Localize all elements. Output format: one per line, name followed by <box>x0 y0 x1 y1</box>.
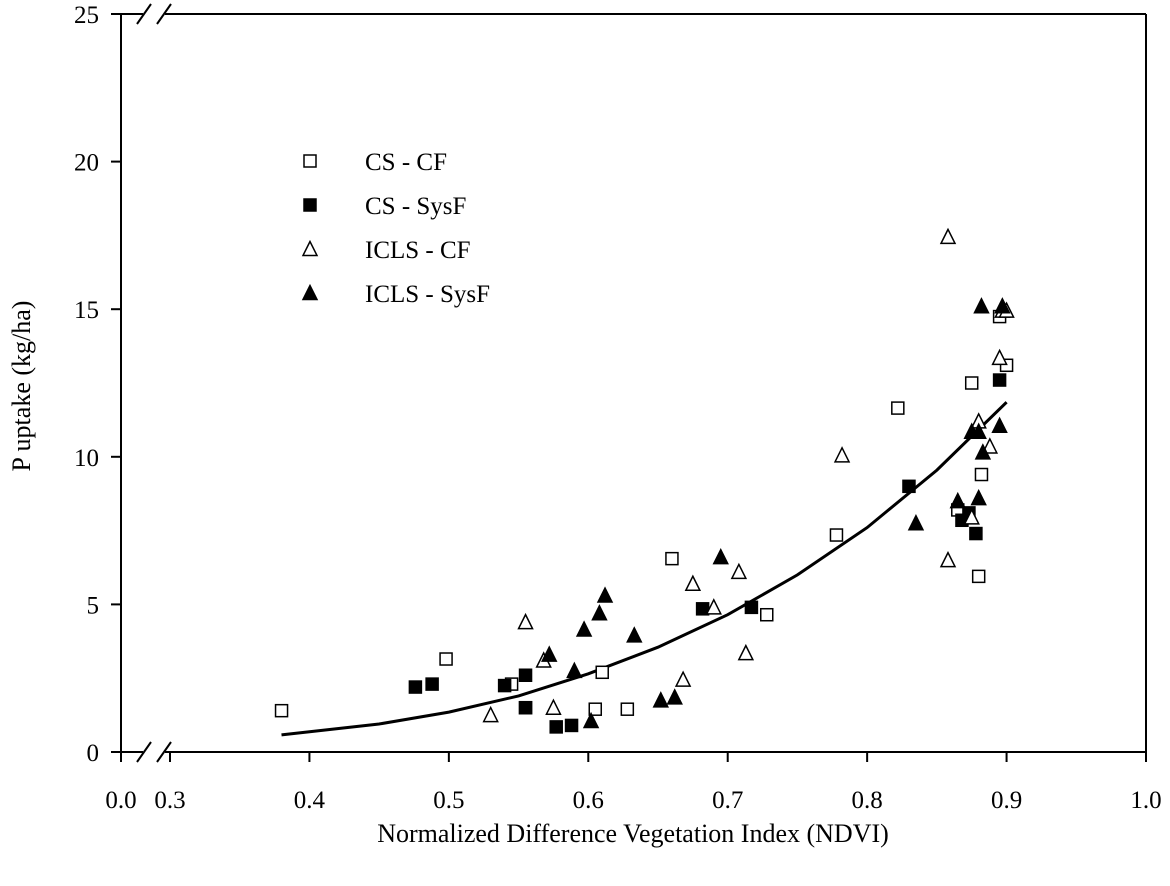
legend-label: ICLS - SysF <box>365 281 490 308</box>
legend-item: CS - SysF <box>303 193 466 220</box>
data-point <box>665 551 679 566</box>
legend-label: CS - CF <box>365 149 447 176</box>
top-axis-break <box>136 3 172 25</box>
x-tick-label: 0.4 <box>294 787 326 814</box>
data-point <box>620 702 635 716</box>
data-point <box>705 598 722 615</box>
y-tick-label: 10 <box>74 445 99 472</box>
data-point <box>963 508 980 525</box>
data-point <box>566 661 583 679</box>
x-tick-label: 0.0 <box>105 787 136 814</box>
x-tick-label: 1.0 <box>1130 787 1161 814</box>
axes: 0 5 10 15 20 25 0.0 0.3 0.4 0.5 0.6 0.7 0.8 0.9 1.0 <box>74 2 1162 814</box>
series-cs-cf <box>274 309 1014 718</box>
data-point <box>684 574 702 591</box>
legend-item: ICLS - CF <box>301 237 471 264</box>
x-tick-label: 0.6 <box>573 787 604 814</box>
data-points <box>274 227 1015 734</box>
data-point <box>992 373 1007 387</box>
legend: CS - CF CS - SysF ICLS - CF ICLS - SysF <box>301 149 490 308</box>
data-point <box>274 703 289 718</box>
data-point <box>575 620 593 637</box>
data-point <box>902 479 916 494</box>
series-cs-sysf <box>408 373 1007 734</box>
data-point <box>564 718 579 733</box>
x-tick-label: 0.8 <box>852 787 883 814</box>
data-point <box>439 652 453 666</box>
data-point <box>969 526 983 541</box>
x-axis-title: Normalized Difference Vegetation Index (… <box>377 819 889 848</box>
legend-marker <box>303 154 317 168</box>
y-axis-title: P uptake (kg/ha) <box>7 301 36 472</box>
data-point <box>582 711 600 729</box>
series-icls-sysf <box>541 297 1011 729</box>
legend-marker <box>301 239 319 257</box>
data-point <box>595 665 609 680</box>
data-point <box>712 547 729 565</box>
data-point <box>541 645 558 662</box>
data-point <box>829 528 844 542</box>
data-point <box>973 297 990 314</box>
data-point <box>891 401 905 415</box>
data-point <box>939 227 957 245</box>
y-tick-label: 0 <box>87 740 100 767</box>
data-point <box>730 562 748 580</box>
data-point <box>497 678 512 693</box>
data-point <box>971 569 986 584</box>
data-point <box>425 677 439 691</box>
data-point <box>666 688 683 705</box>
data-point <box>991 348 1008 366</box>
data-point <box>974 443 992 460</box>
data-point <box>545 698 562 715</box>
y-tick-label: 15 <box>74 297 99 324</box>
y-tick-label: 25 <box>74 2 99 29</box>
data-point <box>482 705 499 723</box>
data-point <box>939 550 957 568</box>
exponential-fit-line <box>281 401 1008 737</box>
data-point <box>970 488 987 506</box>
series-icls-cf <box>482 227 1015 723</box>
data-point <box>744 600 759 615</box>
data-point <box>964 376 979 390</box>
data-point <box>974 467 989 482</box>
data-point <box>737 643 755 661</box>
data-point <box>991 416 1008 434</box>
data-point <box>596 586 614 603</box>
legend-marker <box>301 283 319 301</box>
bottom-axis-break <box>136 741 172 763</box>
data-point <box>833 446 851 463</box>
data-point <box>518 668 533 682</box>
legend-label: ICLS - CF <box>365 237 471 264</box>
y-tick-label: 20 <box>74 150 99 177</box>
data-point <box>674 670 692 687</box>
x-tick-label: 0.3 <box>154 787 185 814</box>
legend-item: ICLS - SysF <box>301 281 490 308</box>
data-point <box>549 720 563 734</box>
x-tick-label: 0.9 <box>991 787 1022 814</box>
legend-label: CS - SysF <box>365 193 466 220</box>
data-point <box>588 702 603 716</box>
data-point <box>408 680 423 694</box>
data-point <box>652 691 670 708</box>
data-point <box>981 437 999 454</box>
data-point <box>949 491 966 509</box>
data-point <box>517 612 534 630</box>
fit-curve-layer <box>281 401 1008 737</box>
y-tick-label: 5 <box>87 592 100 619</box>
data-point <box>591 604 608 621</box>
legend-item: CS - CF <box>303 149 447 176</box>
x-tick-label: 0.5 <box>433 787 464 814</box>
legend-marker <box>303 198 317 212</box>
data-point <box>970 422 987 439</box>
data-point <box>518 700 533 715</box>
x-tick-label: 0.7 <box>712 787 743 814</box>
data-point <box>760 607 774 622</box>
data-point <box>994 297 1011 314</box>
data-point <box>907 514 925 531</box>
data-point <box>626 626 643 643</box>
